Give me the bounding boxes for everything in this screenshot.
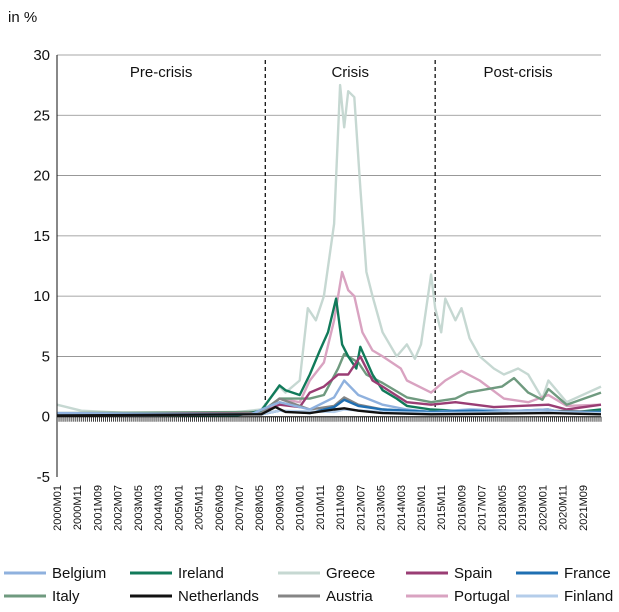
legend: Belgium Ireland Greece Spain France Italy Neth… — [4, 565, 613, 605]
legend-label: Netherlands — [178, 588, 259, 605]
legend-label: Austria — [326, 588, 373, 605]
series-line-belgium — [56, 379, 602, 416]
axes — [56, 55, 602, 477]
x-tick-label: 2003M05 — [133, 485, 145, 531]
x-tick-label: 2018M05 — [497, 485, 509, 531]
x-tick-label: 2019M03 — [517, 485, 529, 531]
y-tick-label: 20 — [33, 168, 50, 185]
period-label: Crisis — [331, 64, 369, 81]
x-tick-label: 2005M11 — [194, 485, 206, 530]
legend-item-france: France — [516, 565, 611, 582]
y-tick-label: 30 — [33, 47, 50, 64]
series-line-italy — [56, 352, 602, 415]
x-tick-label: 2015M01 — [416, 485, 428, 531]
x-tick-label: 2004M03 — [153, 485, 165, 531]
x-tick-label: 2008M05 — [254, 485, 266, 531]
x-tick-label: 2020M01 — [537, 485, 549, 531]
legend-label: Belgium — [52, 565, 106, 582]
series-line-netherlands — [56, 405, 602, 417]
legend-item-belgium: Belgium — [4, 565, 106, 582]
x-tick-label: 2013M05 — [376, 485, 388, 531]
y-tick-label: 10 — [33, 288, 50, 305]
period-dividers — [264, 60, 436, 417]
x-tick-label: 2016M09 — [456, 485, 468, 531]
legend-item-italy: Italy — [4, 588, 80, 605]
legend-item-greece: Greece — [278, 565, 375, 582]
y-tick-label: 0 — [42, 409, 50, 426]
x-tick-label: 2010M11 — [315, 485, 327, 530]
x-tick-label: 2012M07 — [355, 485, 367, 531]
series-line-greece — [56, 83, 602, 415]
legend-label: Italy — [52, 588, 80, 605]
legend-label: France — [564, 565, 611, 582]
y-axis-unit-label: in % — [8, 9, 37, 26]
x-tick-label: 2020M11 — [558, 485, 570, 530]
y-tick-label: 25 — [33, 107, 50, 124]
legend-item-portugal: Portugal — [406, 588, 510, 605]
x-tick-label: 2011M09 — [335, 485, 347, 530]
period-label: Post-crisis — [483, 64, 552, 81]
x-tick-label: 2002M07 — [113, 485, 125, 531]
x-tick-label: 2021M09 — [578, 485, 590, 531]
x-tick-label: 2005M01 — [173, 485, 185, 531]
legend-item-austria: Austria — [278, 588, 373, 605]
legend-item-ireland: Ireland — [130, 565, 224, 582]
x-tick-label: 2017M07 — [477, 485, 489, 531]
x-tick-label: 2007M07 — [234, 485, 246, 531]
y-tick-label: -5 — [37, 469, 50, 486]
period-label: Pre-crisis — [130, 64, 193, 81]
gridlines — [57, 54, 601, 418]
period-labels: Pre-crisis Crisis Post-crisis — [130, 64, 553, 81]
x-tick-label: 2001M09 — [92, 485, 104, 531]
x-axis-ticks: 2000M01 2000M11 2001M09 2002M07 2003M05 2004M… — [52, 485, 590, 531]
x-tick-label: 2006M09 — [214, 485, 226, 531]
legend-label: Ireland — [178, 565, 224, 582]
legend-item-netherlands: Netherlands — [130, 588, 259, 605]
legend-label: Portugal — [454, 588, 510, 605]
series-lines — [56, 83, 602, 417]
x-tick-label: 2000M11 — [72, 485, 84, 530]
legend-label: Greece — [326, 565, 375, 582]
series-line-ireland — [56, 297, 602, 417]
x-tick-label: 2015M11 — [436, 485, 448, 530]
y-tick-label: 15 — [33, 228, 50, 245]
x-tick-label: 2000M01 — [52, 485, 64, 531]
series-line-portugal — [56, 270, 602, 416]
x-tick-label: 2010M01 — [295, 485, 307, 531]
legend-item-finland: Finland — [516, 588, 613, 605]
legend-item-spain: Spain — [406, 565, 492, 582]
legend-label: Finland — [564, 588, 613, 605]
x-tick-label: 2014M03 — [396, 485, 408, 531]
y-tick-label: 5 — [42, 348, 50, 365]
x-axis-minor-ticks — [56, 416, 602, 422]
y-axis-ticks: -5 0 5 10 15 20 25 30 — [33, 47, 50, 486]
x-tick-label: 2009M03 — [274, 485, 286, 531]
legend-label: Spain — [454, 565, 492, 582]
